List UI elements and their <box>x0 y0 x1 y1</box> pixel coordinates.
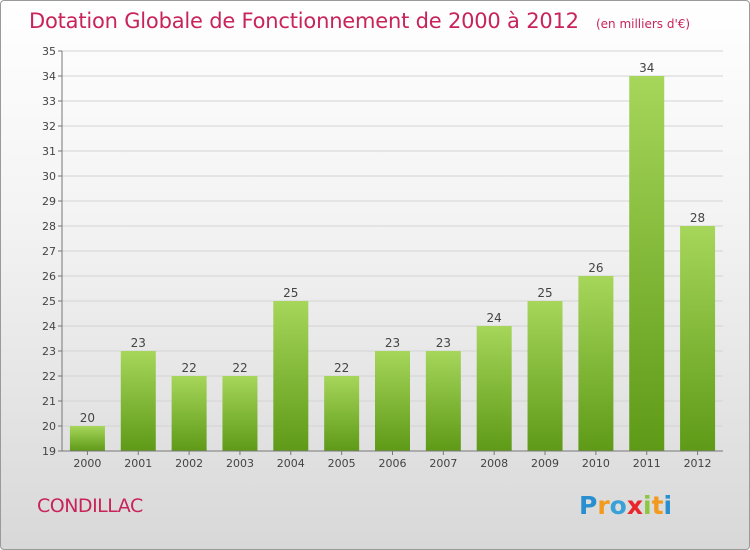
x-tick-label: 2012 <box>684 457 712 470</box>
y-tick-label: 22 <box>42 370 56 383</box>
bar <box>222 376 258 451</box>
y-tick-label: 27 <box>42 245 56 258</box>
x-tick-label: 2007 <box>429 457 457 470</box>
title-row: Dotation Globale de Fonctionnement de 20… <box>29 9 690 33</box>
data-label: 22 <box>334 361 349 375</box>
data-label: 23 <box>436 336 451 350</box>
x-tick-label: 2002 <box>175 457 203 470</box>
y-tick-label: 29 <box>42 195 56 208</box>
x-tick-label: 2010 <box>582 457 610 470</box>
x-tick-label: 2000 <box>73 457 101 470</box>
x-tick-label: 2001 <box>124 457 152 470</box>
bars <box>69 76 716 451</box>
bar <box>324 376 360 451</box>
data-label: 26 <box>588 261 603 275</box>
bar <box>476 326 512 451</box>
bar <box>375 351 410 451</box>
y-tick-label: 30 <box>42 170 56 183</box>
data-label: 22 <box>181 361 196 375</box>
y-tick-label: 26 <box>42 270 56 283</box>
data-label: 23 <box>131 336 146 350</box>
bar <box>69 426 105 451</box>
x-tick-label: 2003 <box>226 457 254 470</box>
labels: 19 20 21 22 23 24 25 26 27 28 29 30 31 32 33 34 35 20 2000… <box>42 45 712 470</box>
data-label: 20 <box>80 411 95 425</box>
y-tick-label: 23 <box>42 345 56 358</box>
y-tick-label: 19 <box>42 445 56 458</box>
data-label: 25 <box>537 286 552 300</box>
y-tick-label: 28 <box>42 220 56 233</box>
x-tick-label: 2004 <box>277 457 305 470</box>
bar <box>578 276 614 451</box>
data-label: 34 <box>639 61 654 75</box>
y-tick-label: 32 <box>42 120 56 133</box>
data-label: 24 <box>487 311 502 325</box>
proxiti-logo: Proxiti <box>579 491 673 520</box>
x-tick-label: 2011 <box>633 457 661 470</box>
data-label: 28 <box>690 211 705 225</box>
bar <box>527 301 563 451</box>
commune-name: CONDILLAC <box>37 495 143 517</box>
y-tick-label: 24 <box>42 320 56 333</box>
x-tick-label: 2009 <box>531 457 559 470</box>
x-tick-label: 2008 <box>480 457 508 470</box>
bar <box>120 351 156 451</box>
x-tick-label: 2006 <box>379 457 407 470</box>
data-label: 23 <box>385 336 400 350</box>
data-label: 22 <box>232 361 247 375</box>
y-tick-label: 20 <box>42 420 56 433</box>
y-tick-label: 34 <box>42 70 56 83</box>
axes <box>58 50 723 455</box>
bar <box>273 301 309 451</box>
chart-title: Dotation Globale de Fonctionnement de 20… <box>29 9 579 33</box>
y-tick-label: 21 <box>42 395 56 408</box>
bar <box>425 351 461 451</box>
bar <box>629 76 665 451</box>
bar <box>680 226 716 451</box>
chart-subtitle: (en milliers d'€) <box>595 17 691 31</box>
data-label: 25 <box>283 286 298 300</box>
y-tick-label: 35 <box>42 45 56 58</box>
y-tick-label: 25 <box>42 295 56 308</box>
y-tick-label: 31 <box>42 145 56 158</box>
y-tick-label: 33 <box>42 95 56 108</box>
x-tick-label: 2005 <box>328 457 356 470</box>
bar <box>171 376 207 451</box>
